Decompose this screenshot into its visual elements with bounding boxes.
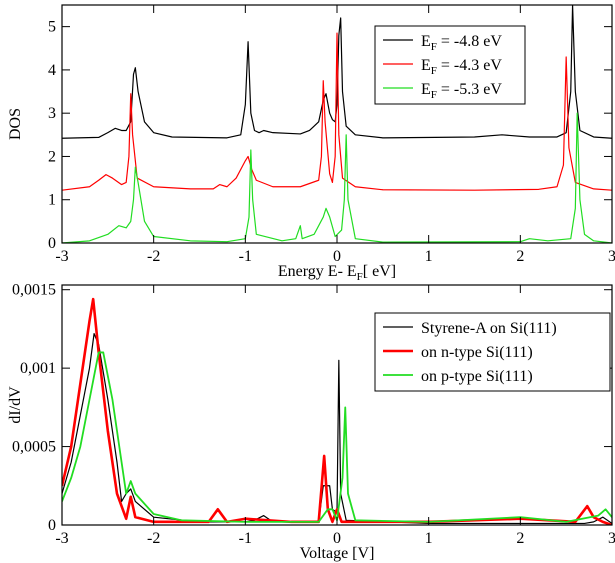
x-axis-label-part: Energy E- E xyxy=(278,263,357,280)
x-tick-label: 2 xyxy=(516,530,524,547)
legend-box xyxy=(374,25,526,105)
x-tick-label: 0 xyxy=(333,248,341,265)
x-tick-label: -2 xyxy=(147,248,160,265)
x-tick-label: -1 xyxy=(239,530,252,547)
series-line xyxy=(62,112,612,243)
x-tick-label: 1 xyxy=(425,530,433,547)
legend-label: Styrene-A on Si(111) xyxy=(421,320,557,337)
x-tick-label: -3 xyxy=(55,248,68,265)
legend-label: EF = -4.3 eV xyxy=(421,57,502,77)
x-tick-label: 0 xyxy=(333,530,341,547)
x-tick-label: 3 xyxy=(608,530,615,547)
x-tick-label: -3 xyxy=(55,530,68,547)
x-axis-label: Energy E- EF[ eV] xyxy=(278,263,396,283)
legend-label: on p-type Si(111) xyxy=(421,368,533,385)
y-tick-label: 1 xyxy=(48,192,56,209)
y-tick-label: 0 xyxy=(48,235,56,252)
series-line xyxy=(62,297,612,525)
y-tick-label: 0,001 xyxy=(20,360,56,377)
x-tick-label: -1 xyxy=(239,248,252,265)
legend-label: EF = -4.8 eV xyxy=(421,33,502,53)
y-axis-label: DOS xyxy=(7,108,24,140)
legend-label: EF = -5.3 eV xyxy=(421,81,502,101)
y-tick-label: 4 xyxy=(48,62,56,79)
x-axis-label-part: [ eV] xyxy=(363,263,396,280)
y-axis-label: dI/dV xyxy=(7,386,24,424)
series-line xyxy=(62,351,612,523)
x-axis-label-part: F xyxy=(357,271,363,283)
y-tick-label: 5 xyxy=(48,19,56,36)
x-tick-label: 3 xyxy=(608,248,615,265)
x-tick-label: 1 xyxy=(425,248,433,265)
y-tick-label: 2 xyxy=(48,148,56,165)
x-tick-label: -2 xyxy=(147,530,160,547)
x-axis-label-part: Voltage [V] xyxy=(300,545,375,562)
y-tick-label: 0,0015 xyxy=(12,282,56,299)
x-axis-label: Voltage [V] xyxy=(300,545,375,562)
y-tick-label: 3 xyxy=(48,105,56,122)
series-line xyxy=(62,5,612,139)
series-line xyxy=(62,32,612,191)
legend-box xyxy=(374,312,611,392)
y-tick-label: 0,0005 xyxy=(12,439,56,456)
x-tick-label: 2 xyxy=(516,248,524,265)
y-tick-label: 0 xyxy=(48,517,56,534)
legend-label: on n-type Si(111) xyxy=(421,344,533,361)
